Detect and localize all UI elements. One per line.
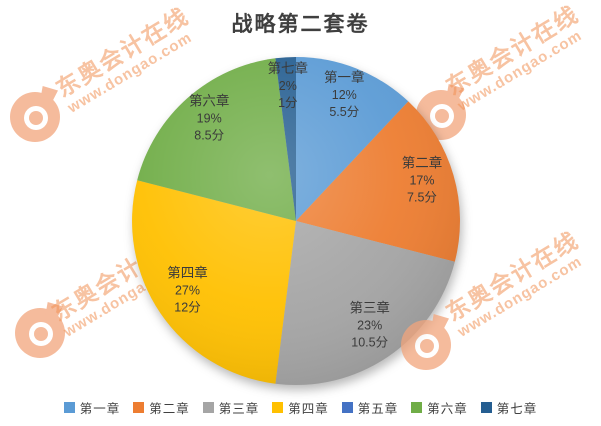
pie-label-4-line1: 第四章 xyxy=(167,265,208,281)
legend-item-1[interactable]: 第一章 xyxy=(63,398,121,417)
legend-swatch-icon xyxy=(411,402,423,413)
pie-label-6-line3: 8.5分 xyxy=(194,129,224,143)
legend-item-3[interactable]: 第三章 xyxy=(202,398,260,417)
legend-swatch-icon xyxy=(480,402,492,413)
pie-label-7-line2: 2% xyxy=(279,79,297,93)
legend-item-2[interactable]: 第二章 xyxy=(133,398,190,417)
legend-label: 第三章 xyxy=(218,402,260,416)
legend-label: 第六章 xyxy=(427,402,468,416)
chart-legend: 第一章 第二章 第三章 第四章 第五章 第六章 第七章 xyxy=(0,398,601,417)
legend-swatch-icon xyxy=(63,402,75,413)
pie-label-2-line1: 第二章 xyxy=(402,154,443,170)
pie-label-7-line3: 1分 xyxy=(278,96,297,110)
pie-label-2-line2: 17% xyxy=(409,173,434,187)
pie-label-1-line2: 12% xyxy=(332,88,357,102)
legend-label: 第四章 xyxy=(288,402,329,416)
pie-label-3-line2: 23% xyxy=(357,319,382,333)
legend-swatch-icon xyxy=(341,402,353,413)
pie-label-2-line3: 7.5分 xyxy=(407,190,437,204)
legend-label: 第二章 xyxy=(149,402,190,416)
legend-label: 第五章 xyxy=(357,402,399,416)
legend-label: 第七章 xyxy=(496,402,538,416)
legend-item-4[interactable]: 第四章 xyxy=(272,398,329,417)
chart-title: 战略第二套卷 xyxy=(231,12,370,36)
legend-swatch-icon xyxy=(133,402,145,413)
pie-label-4-line2: 27% xyxy=(175,284,200,298)
pie-label-3-line3: 10.5分 xyxy=(351,336,388,350)
legend-item-5[interactable]: 第五章 xyxy=(341,398,399,417)
pie-label-6-line2: 19% xyxy=(197,112,222,126)
pie-label-3-line1: 第三章 xyxy=(349,300,390,316)
pie-label-1-line3: 5.5分 xyxy=(329,105,359,119)
legend-swatch-icon xyxy=(202,402,214,413)
pie-label-6-line1: 第六章 xyxy=(189,93,230,109)
pie-label-7-line1: 第七章 xyxy=(268,60,309,76)
legend-label: 第一章 xyxy=(79,402,121,416)
legend-item-6[interactable]: 第六章 xyxy=(411,398,468,417)
legend-item-7[interactable]: 第七章 xyxy=(480,398,538,417)
pie-label-4-line3: 12分 xyxy=(174,301,200,315)
legend-swatch-icon xyxy=(272,402,284,413)
pie-label-1-line1: 第一章 xyxy=(324,69,365,85)
